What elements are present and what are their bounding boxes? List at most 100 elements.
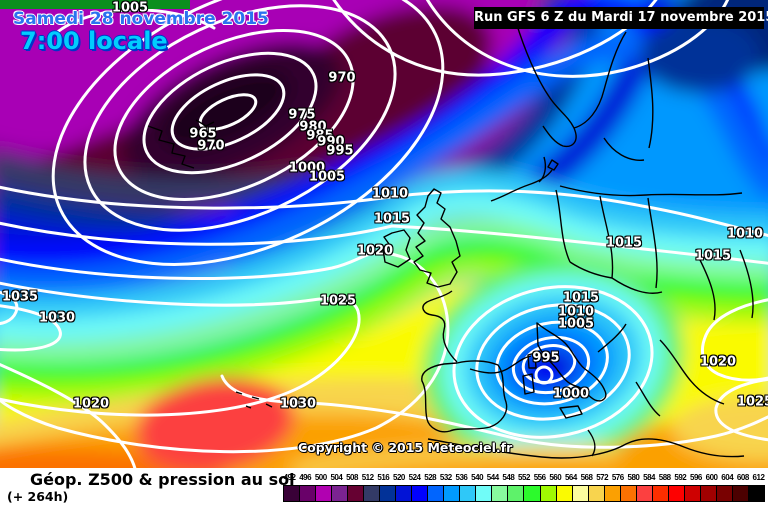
- pressure-label: 1025: [736, 394, 768, 410]
- legend-swatch: [284, 486, 300, 501]
- legend-swatch: [459, 486, 476, 501]
- legend-swatch: [683, 486, 700, 501]
- pressure-label: 1020: [72, 396, 110, 412]
- legend-tick: 596: [690, 473, 702, 482]
- legend-tick: 492: [283, 473, 296, 482]
- legend-swatch: [395, 486, 412, 501]
- legend-swatch: [619, 486, 636, 501]
- pressure-label: 995: [326, 143, 354, 159]
- legend-footer: Géop. Z500 & pression au sol (+ 264h) 49…: [0, 468, 768, 512]
- legend-swatch: [411, 486, 428, 501]
- pressure-label: 1030: [38, 310, 76, 326]
- pressure-label: 985: [306, 128, 334, 144]
- legend-tick: 540: [471, 473, 484, 482]
- pressure-label: 1005: [557, 316, 595, 332]
- legend-tick: 548: [502, 473, 515, 482]
- legend-swatch: [667, 486, 684, 501]
- legend-tick: 612: [752, 473, 765, 482]
- legend-swatch: [315, 486, 332, 501]
- pressure-label: 1025: [319, 293, 357, 309]
- legend-tick: 528: [424, 473, 437, 482]
- legend-swatch: [491, 486, 508, 501]
- legend-tick: 568: [580, 473, 593, 482]
- legend-tick: 520: [392, 473, 405, 482]
- legend-tick: 508: [346, 473, 358, 482]
- legend-swatch: [507, 486, 524, 501]
- legend-swatch: [331, 486, 348, 501]
- pressure-label: 970: [328, 70, 356, 86]
- pressure-label: 1015: [694, 248, 732, 264]
- coastlines: [147, 21, 754, 459]
- map-title: Géop. Z500 & pression au sol: [30, 470, 295, 489]
- legend-tick: 572: [596, 473, 609, 482]
- pressure-label: 970: [197, 138, 225, 154]
- copyright-label: Copyright © 2015 Meteociel.fr: [298, 440, 513, 455]
- run-info-box: Run GFS 6 Z du Mardi 17 novembre 2015: [474, 7, 768, 29]
- pressure-label: 1015: [605, 235, 643, 251]
- legend-tick: 600: [705, 473, 718, 482]
- legend-swatch: [539, 486, 556, 501]
- map-area: Samedi 28 novembre 2015 7:00 locale Run …: [0, 0, 768, 470]
- legend-swatch: [299, 486, 316, 501]
- legend-color-bar: [283, 485, 765, 502]
- legend-tick: 560: [549, 473, 562, 482]
- legend-swatch: [635, 486, 652, 501]
- legend-swatch: [651, 486, 668, 501]
- pressure-label: 1010: [371, 186, 409, 202]
- legend-swatch: [603, 486, 620, 501]
- legend-swatch: [571, 486, 588, 501]
- legend-tick: 592: [674, 473, 687, 482]
- legend-swatch: [555, 486, 572, 501]
- legend-swatch: [523, 486, 540, 501]
- legend-tick: 504: [330, 473, 343, 482]
- date-banner-strip: [0, 0, 190, 9]
- legend-tick: 580: [627, 473, 640, 482]
- pressure-label: 975: [288, 107, 316, 123]
- legend-swatch: [427, 486, 444, 501]
- pressure-label: 995: [532, 350, 560, 366]
- legend-swatch: [379, 486, 396, 501]
- pressure-label: 1015: [373, 211, 411, 227]
- legend-tick: 552: [518, 473, 530, 482]
- pressure-label: 1005: [111, 0, 149, 16]
- pressure-label: 1020: [356, 243, 394, 259]
- legend-tick: 604: [721, 473, 734, 482]
- pressure-label: 1015: [562, 290, 600, 306]
- legend-swatch: [587, 486, 604, 501]
- legend-tick: 576: [611, 473, 624, 482]
- valid-date-label: Samedi 28 novembre 2015: [13, 9, 269, 29]
- legend-swatch: [475, 486, 492, 501]
- pressure-label: 1000: [552, 386, 590, 402]
- pressure-label: 1000: [288, 160, 326, 176]
- pressure-label: 1010: [726, 226, 764, 242]
- pressure-label: 990: [317, 134, 345, 150]
- forecast-lead-time: (+ 264h): [7, 489, 69, 504]
- legend-swatch: [715, 486, 732, 501]
- color-scale-legend: 492 496 500 504 508 512 516 520 524 528 532 536 540 5…: [283, 473, 765, 507]
- legend-swatch: [747, 486, 764, 501]
- legend-tick: 500: [314, 473, 327, 482]
- legend-swatch: [347, 486, 364, 501]
- geopotential-color-field: [0, 0, 768, 470]
- weather-field-svg: [0, 0, 768, 470]
- legend-tick: 556: [533, 473, 546, 482]
- legend-tick: 516: [377, 473, 390, 482]
- legend-tick: 588: [658, 473, 671, 482]
- legend-tick: 532: [439, 473, 452, 482]
- legend-tick: 512: [361, 473, 374, 482]
- legend-tick: 564: [564, 473, 577, 482]
- pressure-label: 980: [299, 119, 327, 135]
- pressure-label: 1005: [308, 169, 346, 185]
- legend-swatch: [699, 486, 716, 501]
- legend-tick: 608: [736, 473, 749, 482]
- legend-tick: 496: [299, 473, 312, 482]
- valid-time-label: 7:00 locale: [20, 27, 168, 55]
- pressure-label: 1035: [1, 289, 39, 305]
- legend-tick: 524: [408, 473, 421, 482]
- legend-tick: 584: [643, 473, 655, 482]
- legend-swatch: [443, 486, 460, 501]
- legend-tick: 536: [455, 473, 468, 482]
- legend-tick-row: 492 496 500 504 508 512 516 520 524 528 532 536 540 5…: [283, 473, 765, 483]
- legend-swatch: [363, 486, 380, 501]
